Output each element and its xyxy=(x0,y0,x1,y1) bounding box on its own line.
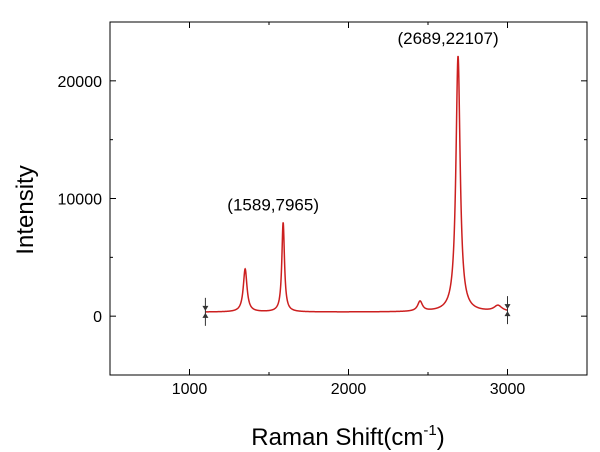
x-tick-label: 3000 xyxy=(490,381,526,398)
x-axis-title: Raman Shift(cm-1) xyxy=(251,422,444,451)
y-axis-title: Intensity xyxy=(12,165,39,254)
tick-labels: 1000 2000 3000 0 10000 20000 xyxy=(58,74,526,398)
range-marker-arrow-up xyxy=(504,311,511,317)
peak-annotation: (1589,7965) xyxy=(227,195,319,214)
y-tick-label: 10000 xyxy=(58,192,103,209)
x-axis-title-main: Raman Shift(cm xyxy=(251,424,423,451)
range-marker-arrow-down xyxy=(202,305,209,311)
x-tick-label: 1000 xyxy=(172,381,208,398)
x-axis-title-suffix: ) xyxy=(437,424,445,451)
x-axis-title-superscript: -1 xyxy=(423,422,436,439)
range-markers xyxy=(202,296,511,326)
peak-annotation: (2689,22107) xyxy=(397,29,498,48)
range-marker-arrow-down xyxy=(504,304,511,310)
spectrum-line xyxy=(205,55,508,313)
y-tick-label: 20000 xyxy=(58,74,103,91)
x-tick-label: 2000 xyxy=(331,381,367,398)
axis-ticks xyxy=(109,21,588,376)
peak-annotations: (1589,7965) (2689,22107) xyxy=(227,29,498,214)
y-tick-label: 0 xyxy=(93,309,102,326)
plot-frame xyxy=(109,21,588,376)
range-marker-arrow-up xyxy=(202,312,209,318)
